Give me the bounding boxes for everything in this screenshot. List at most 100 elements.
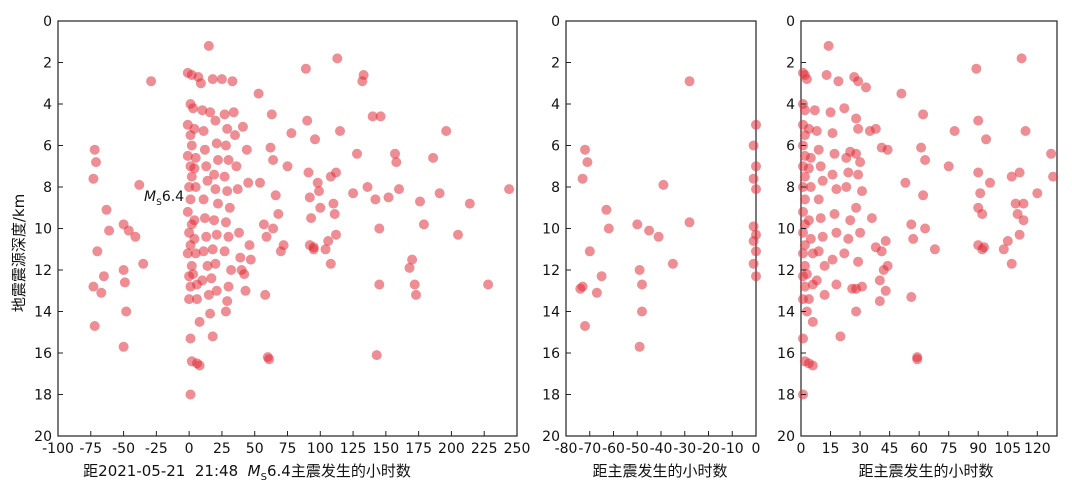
- data-point: [751, 271, 761, 282]
- data-point: [973, 115, 984, 126]
- data-point: [977, 209, 988, 219]
- data-point: [266, 109, 277, 120]
- data-point: [329, 209, 340, 219]
- mainshock-annotation: MS6.4: [144, 189, 184, 208]
- data-point: [896, 88, 907, 99]
- data-point: [219, 246, 230, 257]
- data-point: [853, 123, 864, 134]
- data-point: [404, 262, 415, 273]
- annotation-m: M: [144, 189, 156, 205]
- data-point: [231, 161, 242, 172]
- data-point: [748, 236, 759, 246]
- data-point: [188, 103, 199, 114]
- data-point: [811, 275, 822, 286]
- data-point: [644, 225, 655, 236]
- data-point: [943, 161, 954, 172]
- data-point: [273, 209, 284, 219]
- data-point: [807, 360, 818, 371]
- data-point: [314, 186, 324, 197]
- data-point: [253, 88, 264, 99]
- data-point: [331, 229, 341, 240]
- data-point: [192, 294, 202, 305]
- data-point: [189, 215, 200, 226]
- data-point: [186, 171, 197, 182]
- data-point: [207, 331, 218, 342]
- data-point: [409, 279, 420, 290]
- data-point: [383, 192, 394, 203]
- data-point: [224, 202, 235, 213]
- y-tick-label: 20: [542, 429, 560, 445]
- data-point: [845, 215, 856, 226]
- data-point: [799, 240, 810, 251]
- y-tick-label: 4: [43, 97, 52, 113]
- data-point: [213, 198, 223, 209]
- x-tick-label: 60: [910, 441, 928, 457]
- data-point: [843, 167, 854, 178]
- data-point: [310, 134, 320, 145]
- x-tick-label: 0: [185, 441, 194, 457]
- data-point: [197, 275, 208, 286]
- y-tick-label: 0: [786, 14, 795, 30]
- data-point: [882, 144, 893, 155]
- data-point: [374, 223, 385, 234]
- data-point: [184, 294, 195, 305]
- data-point: [418, 219, 429, 230]
- y-tick-label: 16: [777, 346, 795, 362]
- data-point: [751, 119, 761, 130]
- data-point: [198, 126, 209, 136]
- chart-panel-middle: 0 2 4 6 8 10 12 14 16 18 20-80 -70 -60 -50 -40 -30 -20 -1…: [542, 14, 761, 457]
- data-point: [857, 186, 867, 197]
- x-tick-label: 225: [471, 441, 498, 457]
- data-point: [186, 140, 197, 151]
- data-point: [261, 231, 272, 242]
- data-point: [185, 333, 196, 344]
- data-point: [874, 296, 885, 307]
- data-point: [634, 265, 645, 275]
- x-tick-label: 150: [372, 441, 399, 457]
- x-tick-label: -20: [697, 441, 720, 457]
- data-point: [829, 209, 840, 219]
- data-point: [751, 161, 761, 172]
- data-point: [245, 254, 256, 265]
- data-point: [1012, 209, 1023, 219]
- y-tick-label: 20: [34, 429, 52, 445]
- data-point: [195, 78, 206, 89]
- data-point: [303, 167, 314, 178]
- data-point: [197, 105, 208, 116]
- data-point: [91, 157, 101, 168]
- x-tick-label: -10: [721, 441, 744, 457]
- data-point: [876, 246, 887, 257]
- data-point: [306, 213, 317, 224]
- data-point: [194, 360, 205, 371]
- data-point: [831, 184, 842, 195]
- y-tick-label: 10: [777, 222, 795, 238]
- data-point: [912, 354, 923, 365]
- data-point: [278, 240, 289, 251]
- data-point: [223, 281, 234, 292]
- data-point: [209, 169, 220, 180]
- data-point: [823, 40, 834, 51]
- data-point: [637, 306, 647, 317]
- y-tick-label: 0: [551, 14, 560, 30]
- data-point: [96, 287, 107, 298]
- x-tick-label: -70: [578, 441, 601, 457]
- data-point: [805, 233, 816, 244]
- data-point: [370, 194, 381, 205]
- data-point: [815, 161, 826, 172]
- y-axis-label: 地震震源深度/km: [10, 194, 28, 312]
- data-point: [118, 341, 129, 352]
- annotation-value: 6.4: [162, 189, 184, 205]
- data-point: [1032, 188, 1043, 199]
- data-point: [803, 163, 814, 174]
- data-point: [199, 213, 210, 224]
- y-tick-label: 2: [786, 56, 795, 72]
- data-point: [371, 350, 382, 361]
- y-tick-label: 12: [777, 263, 795, 279]
- data-point: [226, 265, 237, 275]
- x-tick-label: -100: [42, 441, 74, 457]
- data-point: [813, 144, 824, 155]
- data-point: [211, 138, 222, 149]
- data-point: [748, 258, 759, 269]
- data-point: [949, 126, 960, 136]
